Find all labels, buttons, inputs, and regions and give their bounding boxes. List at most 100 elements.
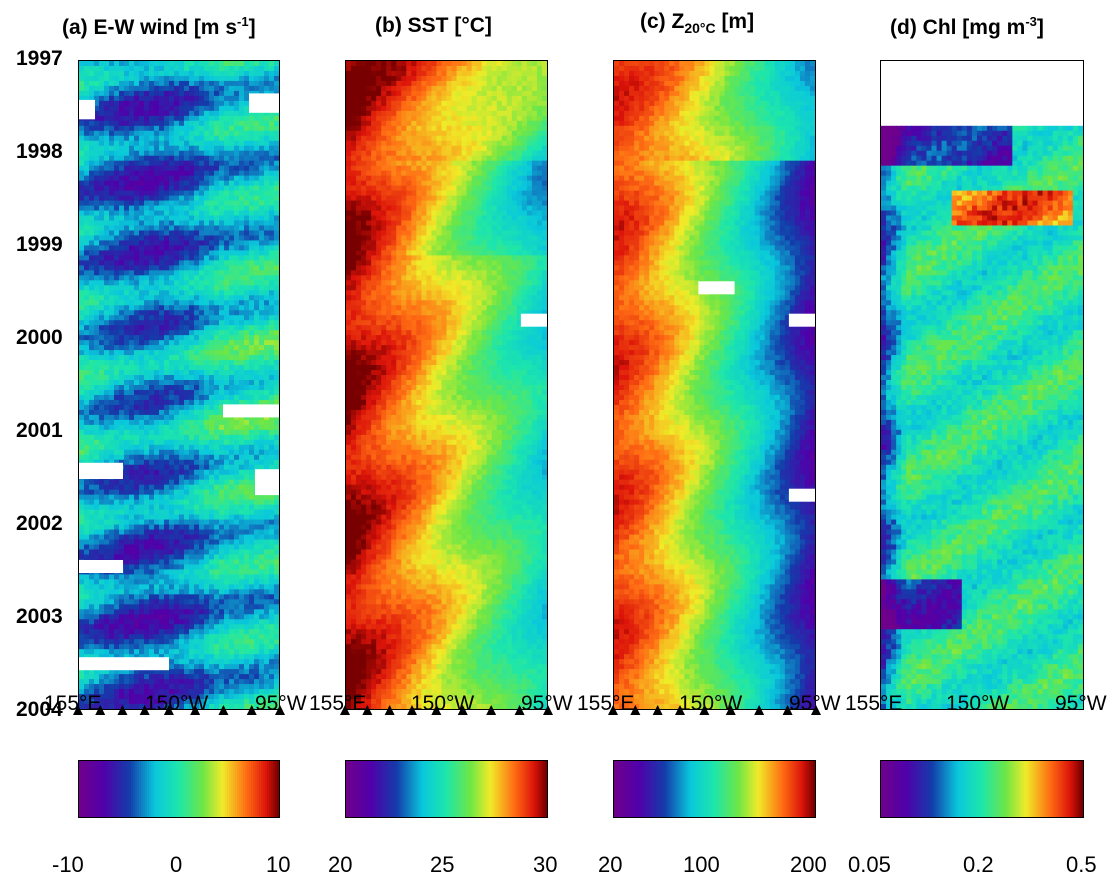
heatmap-cell bbox=[84, 185, 90, 192]
heatmap-cell bbox=[244, 90, 250, 97]
heatmap-cell bbox=[89, 414, 95, 421]
heatmap-cell bbox=[94, 424, 100, 431]
heatmap-cell bbox=[269, 230, 275, 236]
heatmap-cell bbox=[219, 549, 225, 555]
heatmap-cell bbox=[109, 230, 115, 236]
heatmap-cell bbox=[224, 484, 230, 491]
heatmap-cell bbox=[144, 200, 150, 207]
heatmap-cell bbox=[99, 599, 105, 605]
heatmap-cell bbox=[104, 370, 110, 376]
heatmap-cell bbox=[129, 210, 135, 217]
heatmap-cell bbox=[259, 250, 265, 256]
heatmap-cell bbox=[79, 424, 85, 431]
heatmap-cell bbox=[109, 320, 115, 326]
heatmap-cell bbox=[204, 609, 210, 615]
heatmap-cell bbox=[199, 385, 205, 391]
heatmap-cell bbox=[204, 385, 210, 391]
heatmap-cell bbox=[164, 340, 170, 346]
heatmap-cell bbox=[239, 459, 245, 466]
heatmap-cell bbox=[234, 275, 240, 281]
heatmap-cell bbox=[124, 265, 130, 271]
heatmap-cell bbox=[194, 160, 200, 167]
heatmap-cell bbox=[214, 674, 220, 680]
heatmap-cell bbox=[244, 345, 250, 351]
heatmap-cell bbox=[189, 160, 195, 167]
heatmap-cell bbox=[249, 389, 255, 396]
heatmap-cell bbox=[169, 529, 175, 536]
heatmap-cell bbox=[124, 449, 130, 456]
heatmap-cell bbox=[104, 265, 110, 271]
heatmap-cell bbox=[174, 350, 180, 356]
heatmap-cell bbox=[259, 155, 265, 162]
heatmap-cell bbox=[119, 594, 125, 600]
heatmap-cell bbox=[89, 514, 95, 521]
heatmap-cell bbox=[269, 649, 275, 655]
heatmap-cell bbox=[209, 115, 215, 122]
heatmap-cell bbox=[274, 160, 279, 167]
heatmap-cell bbox=[199, 394, 205, 401]
heatmap-cell bbox=[184, 519, 190, 526]
heatmap-cell bbox=[79, 165, 85, 172]
heatmap-cell bbox=[159, 419, 165, 426]
heatmap-cell bbox=[84, 200, 90, 207]
heatmap-cell bbox=[204, 235, 210, 241]
heatmap-cell bbox=[129, 250, 135, 256]
heatmap-cell bbox=[154, 325, 160, 331]
heatmap-cell bbox=[259, 115, 265, 122]
heatmap-cell bbox=[114, 295, 120, 301]
heatmap-cell bbox=[164, 255, 170, 261]
heatmap-cell bbox=[259, 385, 265, 391]
heatmap-cell bbox=[189, 65, 195, 72]
heatmap-cell bbox=[139, 564, 145, 570]
heatmap-cell bbox=[139, 534, 145, 541]
heatmap-cell bbox=[139, 250, 145, 256]
heatmap-cell bbox=[114, 629, 120, 635]
heatmap-cell bbox=[149, 265, 155, 271]
heatmap-cell bbox=[259, 280, 265, 286]
heatmap-cell bbox=[169, 200, 175, 207]
heatmap-cell bbox=[99, 200, 105, 207]
heatmap-cell bbox=[179, 549, 185, 555]
heatmap-cell bbox=[229, 414, 235, 421]
heatmap-cell bbox=[229, 205, 235, 212]
heatmap-cell bbox=[204, 444, 210, 451]
heatmap-cell bbox=[209, 569, 215, 575]
heatmap-cell bbox=[124, 654, 130, 660]
heatmap-cell bbox=[184, 639, 190, 645]
heatmap-cell bbox=[224, 345, 230, 351]
heatmap-cell bbox=[144, 669, 150, 675]
heatmap-cell bbox=[264, 120, 270, 127]
heatmap-cell bbox=[204, 564, 210, 570]
heatmap-cell bbox=[99, 235, 105, 241]
heatmap-cell bbox=[134, 205, 140, 212]
heatmap-cell bbox=[184, 130, 190, 137]
heatmap-cell bbox=[219, 175, 225, 182]
heatmap-cell bbox=[214, 80, 220, 87]
heatmap-cell bbox=[249, 599, 255, 605]
heatmap-cell bbox=[144, 429, 150, 436]
heatmap-cell bbox=[144, 340, 150, 346]
year-label: 1999 bbox=[16, 233, 63, 257]
heatmap-cell bbox=[229, 260, 235, 266]
heatmap-cell bbox=[214, 375, 220, 381]
heatmap-cell bbox=[224, 569, 230, 575]
heatmap-cell bbox=[124, 519, 130, 526]
heatmap-cell bbox=[79, 404, 85, 411]
heatmap-cell bbox=[249, 65, 255, 72]
heatmap-cell bbox=[179, 175, 185, 182]
heatmap-cell bbox=[249, 70, 255, 77]
heatmap-cell bbox=[89, 330, 95, 336]
heatmap-cell bbox=[274, 624, 279, 630]
heatmap-cell bbox=[134, 574, 140, 580]
heatmap-cell bbox=[234, 489, 240, 496]
heatmap-cell bbox=[229, 494, 235, 501]
heatmap-cell bbox=[79, 220, 85, 226]
heatmap-cell bbox=[174, 115, 180, 122]
heatmap-cell bbox=[149, 494, 155, 501]
heatmap-cell bbox=[129, 240, 135, 246]
heatmap-cell bbox=[84, 479, 90, 486]
heatmap-cell bbox=[139, 225, 145, 231]
heatmap-cell bbox=[209, 225, 215, 231]
heatmap-cell bbox=[254, 145, 260, 152]
heatmap-cell bbox=[104, 75, 110, 82]
